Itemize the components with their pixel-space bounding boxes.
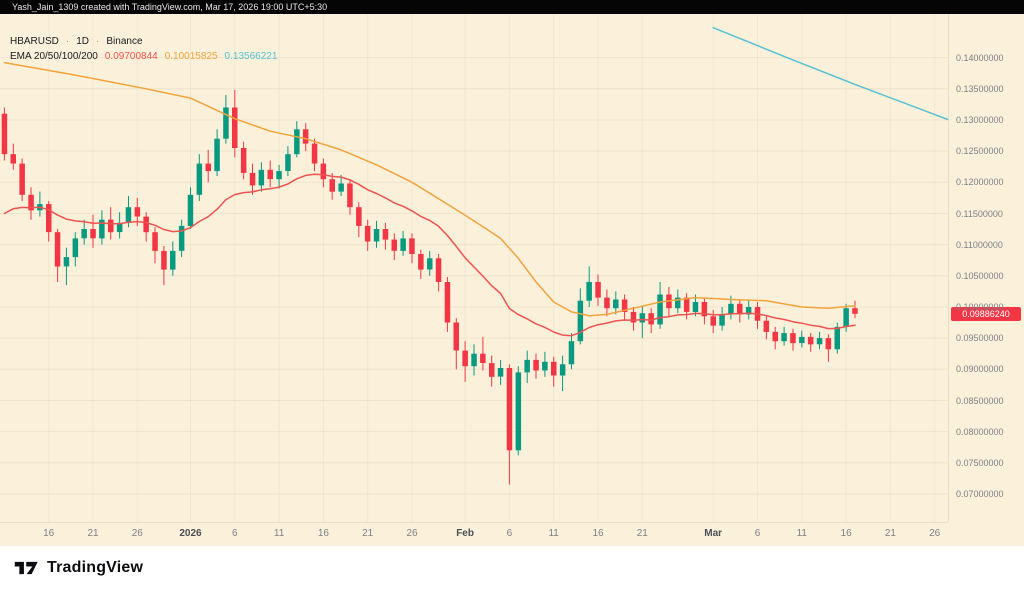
interval-label[interactable]: 1D (76, 36, 90, 47)
price-tick-label: 0.07500000 (956, 457, 1004, 468)
price-tick-label: 0.09000000 (956, 364, 1004, 375)
ema-indicator-label[interactable]: EMA 20/50/100/200 (10, 51, 98, 62)
attribution-text: Yash_Jain_1309 created with TradingView.… (12, 2, 328, 12)
time-tick-label: Feb (456, 528, 474, 539)
legend-separator: · (96, 36, 100, 47)
price-tick-label: 0.10000000 (956, 302, 1004, 312)
time-tick-label: 6 (506, 528, 513, 539)
time-tick-label: 26 (131, 528, 143, 539)
time-tick-label: 16 (592, 528, 604, 539)
time-tick-label: 21 (636, 528, 648, 539)
price-tick-label: 0.10500000 (956, 270, 1004, 281)
tradingview-wordmark[interactable]: TradingView (47, 559, 144, 576)
time-tick-label: 16 (840, 528, 852, 539)
price-tick-label: 0.12000000 (956, 177, 1004, 188)
time-tick-label: 16 (317, 528, 329, 539)
symbol-legend-row[interactable]: HBARUSD · 1D · Binance (10, 34, 277, 49)
time-tick-label: 21 (884, 528, 896, 539)
ema-value-200: 0.13566221 (224, 51, 278, 62)
time-tick-label: 16 (43, 528, 55, 539)
price-tick-label: 0.08500000 (956, 395, 1004, 406)
candlestick-chart[interactable] (0, 14, 948, 522)
price-tick-label: 0.13000000 (956, 115, 1004, 125)
price-tick-label: 0.11000000 (956, 239, 1003, 250)
attribution-bar: Yash_Jain_1309 created with TradingView.… (0, 0, 1024, 14)
ema-value-20: 0.09700844 (104, 51, 158, 62)
price-tick-label: 0.11500000 (956, 208, 1003, 219)
price-tick-label: 0.13500000 (956, 83, 1004, 94)
time-tick-label: 21 (87, 528, 99, 539)
time-tick-label: Mar (704, 528, 723, 539)
legend-separator: · (65, 36, 70, 47)
footer-bar: TradingView (0, 546, 1024, 590)
price-tick-label: 0.07000000 (956, 489, 1004, 499)
time-tick-label: 26 (406, 528, 418, 539)
chart-legend: HBARUSD · 1D · Binance EMA 20/50/100/200… (10, 34, 277, 64)
price-axis[interactable]: 0.09886240 0.14000000 0.13500000 0.1300000… (948, 14, 1024, 522)
time-tick-label: 21 (362, 528, 374, 539)
exchange-label[interactable]: Binance (106, 36, 143, 47)
time-tick-label: 11 (548, 528, 559, 539)
time-tick-label: 6 (754, 528, 761, 539)
price-tick-label: 0.12500000 (956, 146, 1004, 157)
time-tick-label: 2026 (179, 528, 202, 539)
ema-value-50: 0.10015825 (164, 51, 218, 62)
price-tick-label: 0.08000000 (956, 426, 1004, 437)
price-tick-label: 0.09500000 (956, 333, 1004, 344)
tradingview-logo-icon[interactable] (14, 559, 40, 577)
symbol-label[interactable]: HBARUSD (10, 36, 59, 47)
time-axis[interactable]: 16 21 26 2026 6 11 16 21 26 Feb 6 11 16 21 Mar 6 11 16 21 2… (0, 522, 948, 546)
time-tick-label: 6 (232, 528, 238, 539)
chart-panel: HBARUSD · 1D · Binance EMA 20/50/100/200… (0, 14, 1024, 546)
last-price-tag: 0.09886240 (951, 307, 1021, 321)
time-tick-label: 11 (796, 528, 807, 539)
time-tick-label: 11 (273, 528, 285, 539)
time-tick-label: 26 (929, 528, 941, 539)
price-tick-label: 0.14000000 (956, 52, 1004, 63)
ema-legend-row[interactable]: EMA 20/50/100/200 0.09700844 0.10015825 … (10, 49, 277, 64)
